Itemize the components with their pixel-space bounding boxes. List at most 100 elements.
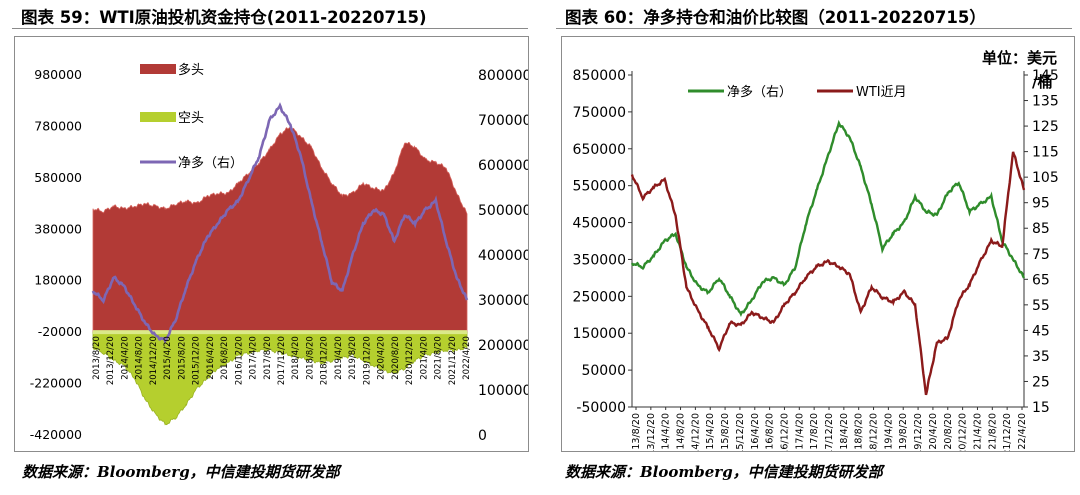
left-x-tick-label: 2021/4/20 (419, 336, 429, 380)
right-chart-right-tick-label: 135 (1032, 94, 1059, 110)
right-y-tick-label: 700000 (478, 113, 528, 129)
left-y-tick-label: 580000 (34, 170, 82, 185)
right-chart-x-tick-label: 19/12/20 (913, 413, 924, 451)
right-y-tick-label: 500000 (478, 203, 528, 219)
short-area (92, 331, 468, 426)
left-x-tick-label: 2017/12/20 (277, 336, 287, 385)
net-long-line (630, 119, 1026, 317)
right-chart-x-tick-label: 13/12/20 (646, 413, 657, 451)
right-chart-right-tick-label: 85 (1032, 221, 1050, 237)
left-x-tick-label: 2018/12/20 (320, 336, 330, 385)
long-area (92, 125, 468, 333)
left-x-tick-label: 2013/8/20 (92, 336, 102, 380)
left-chart-source: 数据来源：Bloomberg，中信建投期货研发部 (22, 463, 340, 481)
left-x-tick-label: 2014/4/20 (120, 336, 130, 380)
legend-short-swatch (140, 112, 176, 122)
right-chart-x-tick-label: 20/8/20 (943, 413, 954, 450)
left-x-tick-label: 2021/8/20 (434, 336, 444, 380)
left-y-tick-label: -420000 (30, 427, 82, 442)
unit-label-bottom: /桶 (1032, 73, 1052, 91)
legend-wti-label: WTI近月 (856, 85, 907, 100)
right-chart-right-tick-label: 75 (1032, 247, 1050, 263)
right-chart-right-tick-label: 105 (1032, 170, 1059, 186)
left-y-tick-label: 380000 (34, 221, 82, 236)
right-y-tick-label: 800000 (478, 68, 528, 84)
left-chart-panel: 980000 780000 580000 380000 180000 -20000 -220… (14, 36, 529, 452)
right-chart-x-tick-label: 17/12/20 (824, 413, 835, 451)
legend-net-label: 净多（右） (727, 84, 792, 100)
left-x-tick-label: 2019/12/20 (362, 336, 372, 385)
right-chart-left-tick-label: 250000 (573, 289, 626, 305)
right-chart-left-tick-label: 350000 (573, 252, 626, 268)
left-x-tick-label: 2016/4/20 (206, 336, 216, 380)
right-chart-x-tick-label: 16/8/20 (765, 413, 776, 450)
zero-band (93, 330, 467, 335)
net-long-line (91, 102, 469, 344)
right-chart-right-tick-label: 125 (1032, 119, 1059, 135)
left-x-tick-label: 2019/8/20 (348, 336, 358, 380)
right-chart-title: 图表 60：净多持仓和油价比较图（2011-20220715） (565, 8, 986, 27)
right-chart-source: 数据来源：Bloomberg，中信建投期货研发部 (565, 463, 883, 481)
right-chart-x-tick-label: 21/4/20 (972, 413, 983, 450)
right-chart-left-tick-label: 450000 (573, 216, 626, 232)
legend-short-label: 空头 (178, 111, 204, 126)
right-chart-left-tick-label: -50000 (576, 400, 626, 416)
left-x-tick-label: 2017/4/20 (249, 336, 259, 380)
legend-net-label: 净多（右） (178, 155, 243, 171)
right-chart-x-tick-label: 16/12/20 (779, 413, 790, 451)
left-x-tick-label: 2020/4/20 (377, 336, 387, 380)
right-chart-x-tick-label: 15/12/20 (735, 413, 746, 451)
left-y-tick-label: -20000 (38, 324, 82, 339)
left-y-tick-label: 180000 (34, 273, 82, 288)
right-chart-right-tick-label: 95 (1032, 196, 1050, 212)
left-chart-title: 图表 59：WTI原油投机资金持仓(2011-20220715) (21, 8, 427, 27)
right-chart-x-tick-label: 17/4/20 (794, 413, 805, 450)
right-chart: 850000 750000 650000 550000 450000 350000 2500… (573, 49, 1059, 451)
left-x-tick-label: 2015/8/20 (177, 336, 187, 380)
right-chart-right-tick-label: 45 (1032, 323, 1050, 339)
legend-long-label: 多头 (178, 62, 204, 78)
right-y-tick-label: 200000 (478, 338, 528, 354)
wti-front-month-line (630, 151, 1026, 396)
left-x-tick-label: 2021/12/20 (448, 336, 458, 385)
right-chart-right-tick-label: 55 (1032, 298, 1050, 314)
right-chart-x-tick-label: 22/4/20 (1017, 413, 1028, 450)
left-x-tick-label: 2015/4/20 (163, 336, 173, 380)
left-x-tick-label: 2013/12/20 (106, 336, 116, 385)
left-y-tick-label: -220000 (30, 376, 82, 391)
right-chart-left-tick-label: 850000 (573, 68, 626, 84)
left-x-tick-label: 2022/4/20 (462, 336, 472, 380)
left-x-tick-label: 2016/8/20 (220, 336, 230, 380)
left-x-tick-label: 2020/8/20 (391, 336, 401, 380)
right-chart-right-tick-label: 25 (1032, 374, 1050, 390)
right-chart-x-tick-label: 13/8/20 (631, 413, 642, 450)
right-chart-x-tick-label: 18/4/20 (839, 413, 850, 450)
right-chart-right-tick-label: 65 (1032, 272, 1050, 288)
left-x-tick-label: 2014/12/20 (149, 336, 159, 385)
right-chart-left-tick-label: 550000 (573, 179, 626, 195)
right-chart-right-tick-label: 15 (1032, 400, 1050, 416)
right-chart-x-tick-label: 21/8/20 (987, 413, 998, 450)
right-y-tick-label: 600000 (478, 158, 528, 174)
right-chart-panel: 850000 750000 650000 550000 450000 350000 2500… (561, 36, 1075, 452)
right-chart-left-tick-label: 50000 (581, 363, 626, 379)
left-x-tick-label: 2020/12/20 (405, 336, 415, 385)
right-y-tick-label: 0 (478, 428, 487, 444)
right-chart-x-tick-label: 14/8/20 (676, 413, 687, 450)
legend-long-swatch (140, 64, 176, 74)
left-x-tick-label: 2019/4/20 (334, 336, 344, 380)
right-chart-right-tick-label: 145 (1032, 68, 1059, 84)
right-chart-right-tick-label: 35 (1032, 349, 1050, 365)
right-chart-left-tick-label: 150000 (573, 326, 626, 342)
left-y-tick-label: 980000 (34, 67, 82, 82)
right-chart-x-tick-label: 20/4/20 (928, 413, 939, 450)
left-x-tick-label: 2014/8/20 (135, 336, 145, 380)
left-x-tick-label: 2018/8/20 (305, 336, 315, 380)
right-y-tick-label: 100000 (478, 383, 528, 399)
right-chart-x-tick-label: 18/8/20 (854, 413, 865, 450)
right-y-tick-label: 400000 (478, 248, 528, 264)
right-chart-left-tick-label: 650000 (573, 142, 626, 158)
right-chart-x-tick-label: 21/12/20 (1002, 413, 1013, 451)
right-chart-x-tick-label: 18/12/20 (869, 413, 880, 451)
left-chart: 980000 780000 580000 380000 180000 -20000 -220… (30, 62, 528, 444)
